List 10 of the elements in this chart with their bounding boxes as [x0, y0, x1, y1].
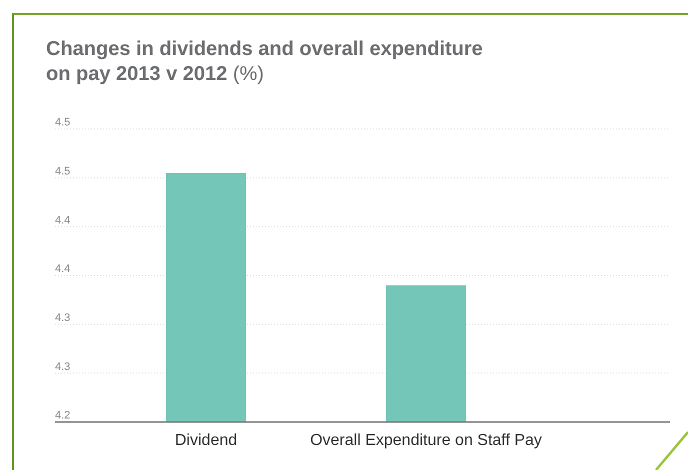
y-tick-label: 4.3	[55, 360, 70, 373]
y-tick-label: 4.4	[55, 263, 70, 276]
y-tick-label: 4.2	[55, 410, 70, 422]
y-tick-label: 4.5	[55, 166, 70, 178]
x-tick-label: Overall Expenditure on Staff Pay	[310, 432, 542, 449]
y-tick-label: 4.4	[55, 214, 70, 226]
chart-title: Changes in dividends and overall expenditure on pay 2013 v 2012 (%)	[46, 38, 483, 85]
x-tick-label: Dividend	[174, 432, 238, 449]
y-tick-label: 4.3	[55, 312, 70, 324]
y-tick-label: 4.5	[55, 116, 70, 129]
